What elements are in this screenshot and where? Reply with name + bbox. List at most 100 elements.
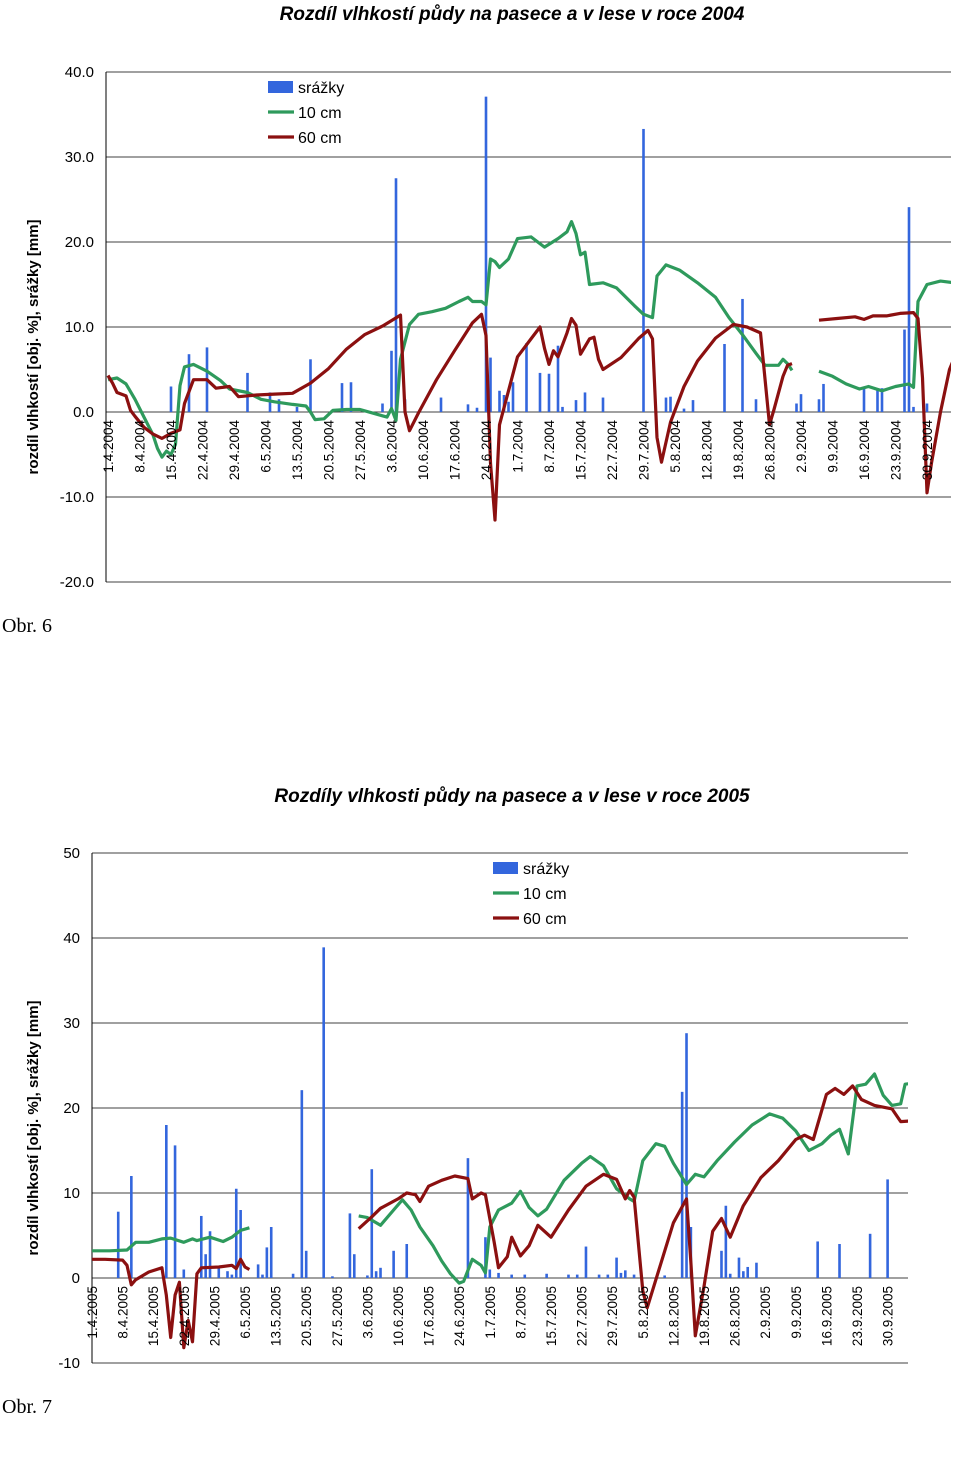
legend-label: srážky xyxy=(523,861,569,878)
x-tick-label: 19.8.2005 xyxy=(697,1286,712,1346)
x-tick-label: 22.4.2004 xyxy=(196,420,211,481)
y-tick-label: -10 xyxy=(58,1355,80,1372)
y-tick-label: 10 xyxy=(63,1185,80,1202)
rain-bar xyxy=(754,399,758,412)
rain-bar xyxy=(817,399,821,412)
rain-bar xyxy=(561,406,564,412)
rain-bar xyxy=(597,1274,601,1278)
rain-bar xyxy=(741,298,744,412)
chart-title: Rozdíl vlhkostí půdy na pasece a v lese … xyxy=(280,4,745,25)
y-tick-label: 0.0 xyxy=(73,404,94,421)
rain-bar xyxy=(230,1274,234,1278)
series-10cm-line xyxy=(818,279,951,393)
x-tick-label: 13.5.2005 xyxy=(269,1286,284,1346)
rain-bar xyxy=(723,344,726,412)
y-tick-label: -10.0 xyxy=(60,489,94,506)
x-tick-label: 10.6.2005 xyxy=(391,1286,406,1346)
x-tick-label: 29.7.2005 xyxy=(605,1286,620,1346)
legend-label: 60 cm xyxy=(523,911,567,928)
rain-bar xyxy=(663,1275,666,1278)
rain-bar xyxy=(511,382,515,412)
x-tick-label: 1.7.2005 xyxy=(483,1286,498,1339)
rain-bar xyxy=(322,947,325,1278)
rain-bar xyxy=(880,388,884,412)
rain-bar xyxy=(265,1247,269,1278)
x-tick-label: 2.9.2005 xyxy=(758,1286,773,1339)
x-tick-label: 27.5.2004 xyxy=(353,420,368,481)
rain-bar xyxy=(300,1090,304,1278)
x-tick-label: 15.4.2005 xyxy=(146,1286,161,1346)
rain-bar xyxy=(394,178,398,412)
rain-bar xyxy=(489,357,492,412)
x-tick-label: 2.9.2004 xyxy=(794,420,809,473)
rain-bar xyxy=(624,1270,627,1278)
rain-bar xyxy=(912,406,915,412)
x-tick-label: 29.7.2004 xyxy=(637,420,652,481)
rain-bar xyxy=(208,1231,212,1278)
x-tick-label: 22.7.2005 xyxy=(575,1286,590,1346)
rain-bar xyxy=(165,1125,168,1278)
rain-bar xyxy=(868,1233,872,1278)
rain-bar xyxy=(525,343,528,412)
y-tick-label: 40 xyxy=(63,930,80,947)
x-tick-label: 22.7.2004 xyxy=(605,420,620,481)
rain-bar xyxy=(664,397,668,412)
x-tick-label: 30.9.2005 xyxy=(881,1286,896,1346)
rain-bar xyxy=(680,1091,684,1278)
x-tick-label: 20.5.2005 xyxy=(299,1286,314,1346)
chart-2004: Rozdíl vlhkostí půdy na pasece a v lese … xyxy=(25,4,951,591)
rain-bar xyxy=(217,1266,221,1278)
rain-bar xyxy=(838,1244,841,1278)
x-tick-label: 29.4.2004 xyxy=(227,420,242,481)
y-tick-label: 20.0 xyxy=(65,234,94,251)
x-tick-label: 15.7.2005 xyxy=(544,1286,559,1346)
x-tick-label: 8.7.2004 xyxy=(542,420,557,473)
rain-bar xyxy=(556,345,560,412)
rain-bar xyxy=(642,128,645,412)
y-tick-label: 40.0 xyxy=(65,64,94,81)
x-tick-label: 8.7.2005 xyxy=(513,1286,528,1339)
rain-bar xyxy=(392,1250,395,1278)
rain-bar xyxy=(799,394,803,412)
x-tick-label: 22.4.2005 xyxy=(177,1286,192,1346)
rain-bar xyxy=(239,1210,242,1278)
x-tick-label: 17.6.2004 xyxy=(448,420,463,481)
rain-bar xyxy=(488,1269,492,1278)
rain-bar xyxy=(822,383,825,412)
y-tick-label: 50 xyxy=(63,845,80,862)
x-tick-label: 10.6.2004 xyxy=(416,420,431,481)
rain-bar xyxy=(720,1250,723,1278)
rain-bar xyxy=(601,397,605,412)
chart-title: Rozdíly vlhkosti půdy na pasece a v lese… xyxy=(274,786,750,807)
x-tick-label: 12.8.2005 xyxy=(666,1286,681,1346)
rain-bar xyxy=(484,96,488,413)
y-tick-label: 0 xyxy=(72,1270,80,1287)
x-tick-label: 29.4.2005 xyxy=(207,1286,222,1346)
figure-caption-7: Obr. 7 xyxy=(2,1396,52,1418)
rain-bar xyxy=(352,1254,356,1278)
rain-bar xyxy=(615,1257,618,1278)
rain-bar xyxy=(370,1169,374,1278)
rain-bar xyxy=(199,1215,203,1278)
rain-bar xyxy=(925,403,929,412)
y-axis-label: rozdíl vlhkostí [obj. %], srážky [mm] xyxy=(25,1000,42,1255)
x-tick-label: 5.8.2005 xyxy=(636,1286,651,1339)
x-tick-label: 23.9.2005 xyxy=(850,1286,865,1346)
x-tick-label: 1.4.2005 xyxy=(85,1286,100,1339)
x-tick-label: 3.6.2004 xyxy=(385,420,400,473)
series-60cm-line xyxy=(357,1084,908,1338)
rain-bar xyxy=(340,383,344,412)
x-tick-label: 19.8.2004 xyxy=(731,420,746,481)
series-60cm-line xyxy=(106,312,793,522)
rain-bar xyxy=(498,390,501,412)
x-tick-label: 16.9.2004 xyxy=(857,420,872,481)
y-tick-label: -20.0 xyxy=(60,574,94,591)
rain-bar xyxy=(169,386,173,412)
x-tick-label: 16.9.2005 xyxy=(819,1286,834,1346)
rain-bar xyxy=(405,1244,409,1278)
rain-bar xyxy=(619,1272,623,1278)
legend-swatch-bar xyxy=(493,862,518,874)
rain-bar xyxy=(567,1274,570,1278)
rain-bar xyxy=(583,392,587,412)
x-tick-label: 23.9.2004 xyxy=(889,420,904,481)
